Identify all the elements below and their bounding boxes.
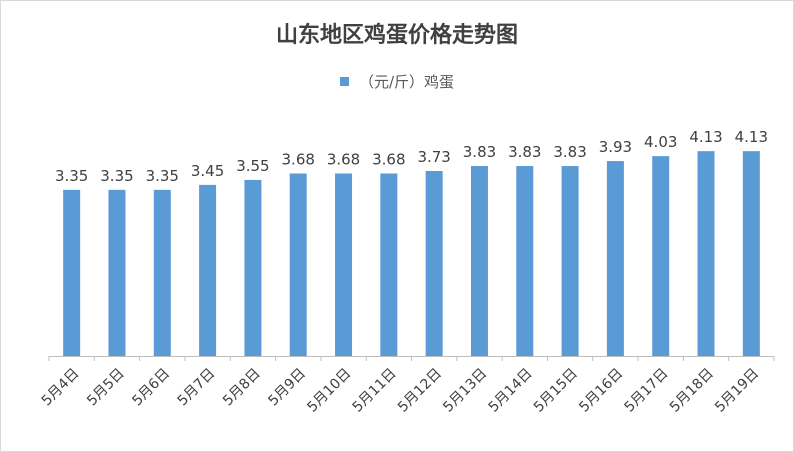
data-label: 3.93 xyxy=(599,138,632,156)
bar-5月15日 xyxy=(561,166,579,356)
x-tick-label: 5月10日 xyxy=(304,366,354,416)
bar-5月14日 xyxy=(516,166,534,356)
x-tick-label: 5月9日 xyxy=(265,366,309,410)
bar-5月16日 xyxy=(606,161,624,356)
x-tick-label: 5月5日 xyxy=(84,366,128,410)
bar-5月5日 xyxy=(108,189,126,356)
bar-5月18日 xyxy=(697,151,715,356)
legend: （元/斤）鸡蛋 xyxy=(1,71,793,92)
data-label: 4.13 xyxy=(735,128,768,146)
x-tick-label: 5月7日 xyxy=(175,366,219,410)
data-label: 3.83 xyxy=(463,143,496,161)
data-label: 4.03 xyxy=(644,133,677,151)
x-tick-label: 5月16日 xyxy=(576,366,626,416)
x-tick-label: 5月6日 xyxy=(129,366,173,410)
bar-5月4日 xyxy=(63,189,81,356)
x-tick-label: 5月18日 xyxy=(667,366,717,416)
data-label: 3.73 xyxy=(417,148,450,166)
bar-5月10日 xyxy=(335,173,353,356)
data-label: 3.83 xyxy=(553,143,586,161)
data-label: 3.35 xyxy=(146,167,179,185)
bar-5月7日 xyxy=(199,184,217,356)
data-label: 3.68 xyxy=(327,150,360,168)
bar-5月9日 xyxy=(289,173,307,356)
data-label: 3.45 xyxy=(191,162,224,180)
x-tick-label: 5月14日 xyxy=(486,366,536,416)
bar-5月11日 xyxy=(380,173,398,356)
data-label: 3.35 xyxy=(100,167,133,185)
data-label: 3.55 xyxy=(236,157,269,175)
data-label: 3.83 xyxy=(508,143,541,161)
chart-title: 山东地区鸡蛋价格走势图 xyxy=(275,22,518,48)
data-label: 4.13 xyxy=(689,128,722,146)
x-tick-label: 5月12日 xyxy=(395,366,445,416)
legend-label: （元/斤）鸡蛋 xyxy=(358,73,455,91)
x-tick-label: 5月13日 xyxy=(440,366,490,416)
bar-5月8日 xyxy=(244,179,262,356)
bar-5月13日 xyxy=(470,166,488,356)
x-tick-label: 5月4日 xyxy=(39,366,83,410)
legend-swatch xyxy=(339,77,349,86)
bar-5月17日 xyxy=(652,156,670,356)
x-tick-label: 5月8日 xyxy=(220,366,264,410)
data-label: 3.68 xyxy=(372,150,405,168)
bar-5月19日 xyxy=(742,151,760,356)
data-label: 3.68 xyxy=(282,150,315,168)
data-label: 3.35 xyxy=(55,167,88,185)
bar-5月6日 xyxy=(153,189,171,356)
x-tick-label: 5月19日 xyxy=(712,366,762,416)
x-tick-label: 5月17日 xyxy=(622,366,672,416)
bar-5月12日 xyxy=(425,170,443,356)
x-tick-label: 5月15日 xyxy=(531,366,581,416)
x-tick-label: 5月11日 xyxy=(350,366,400,416)
